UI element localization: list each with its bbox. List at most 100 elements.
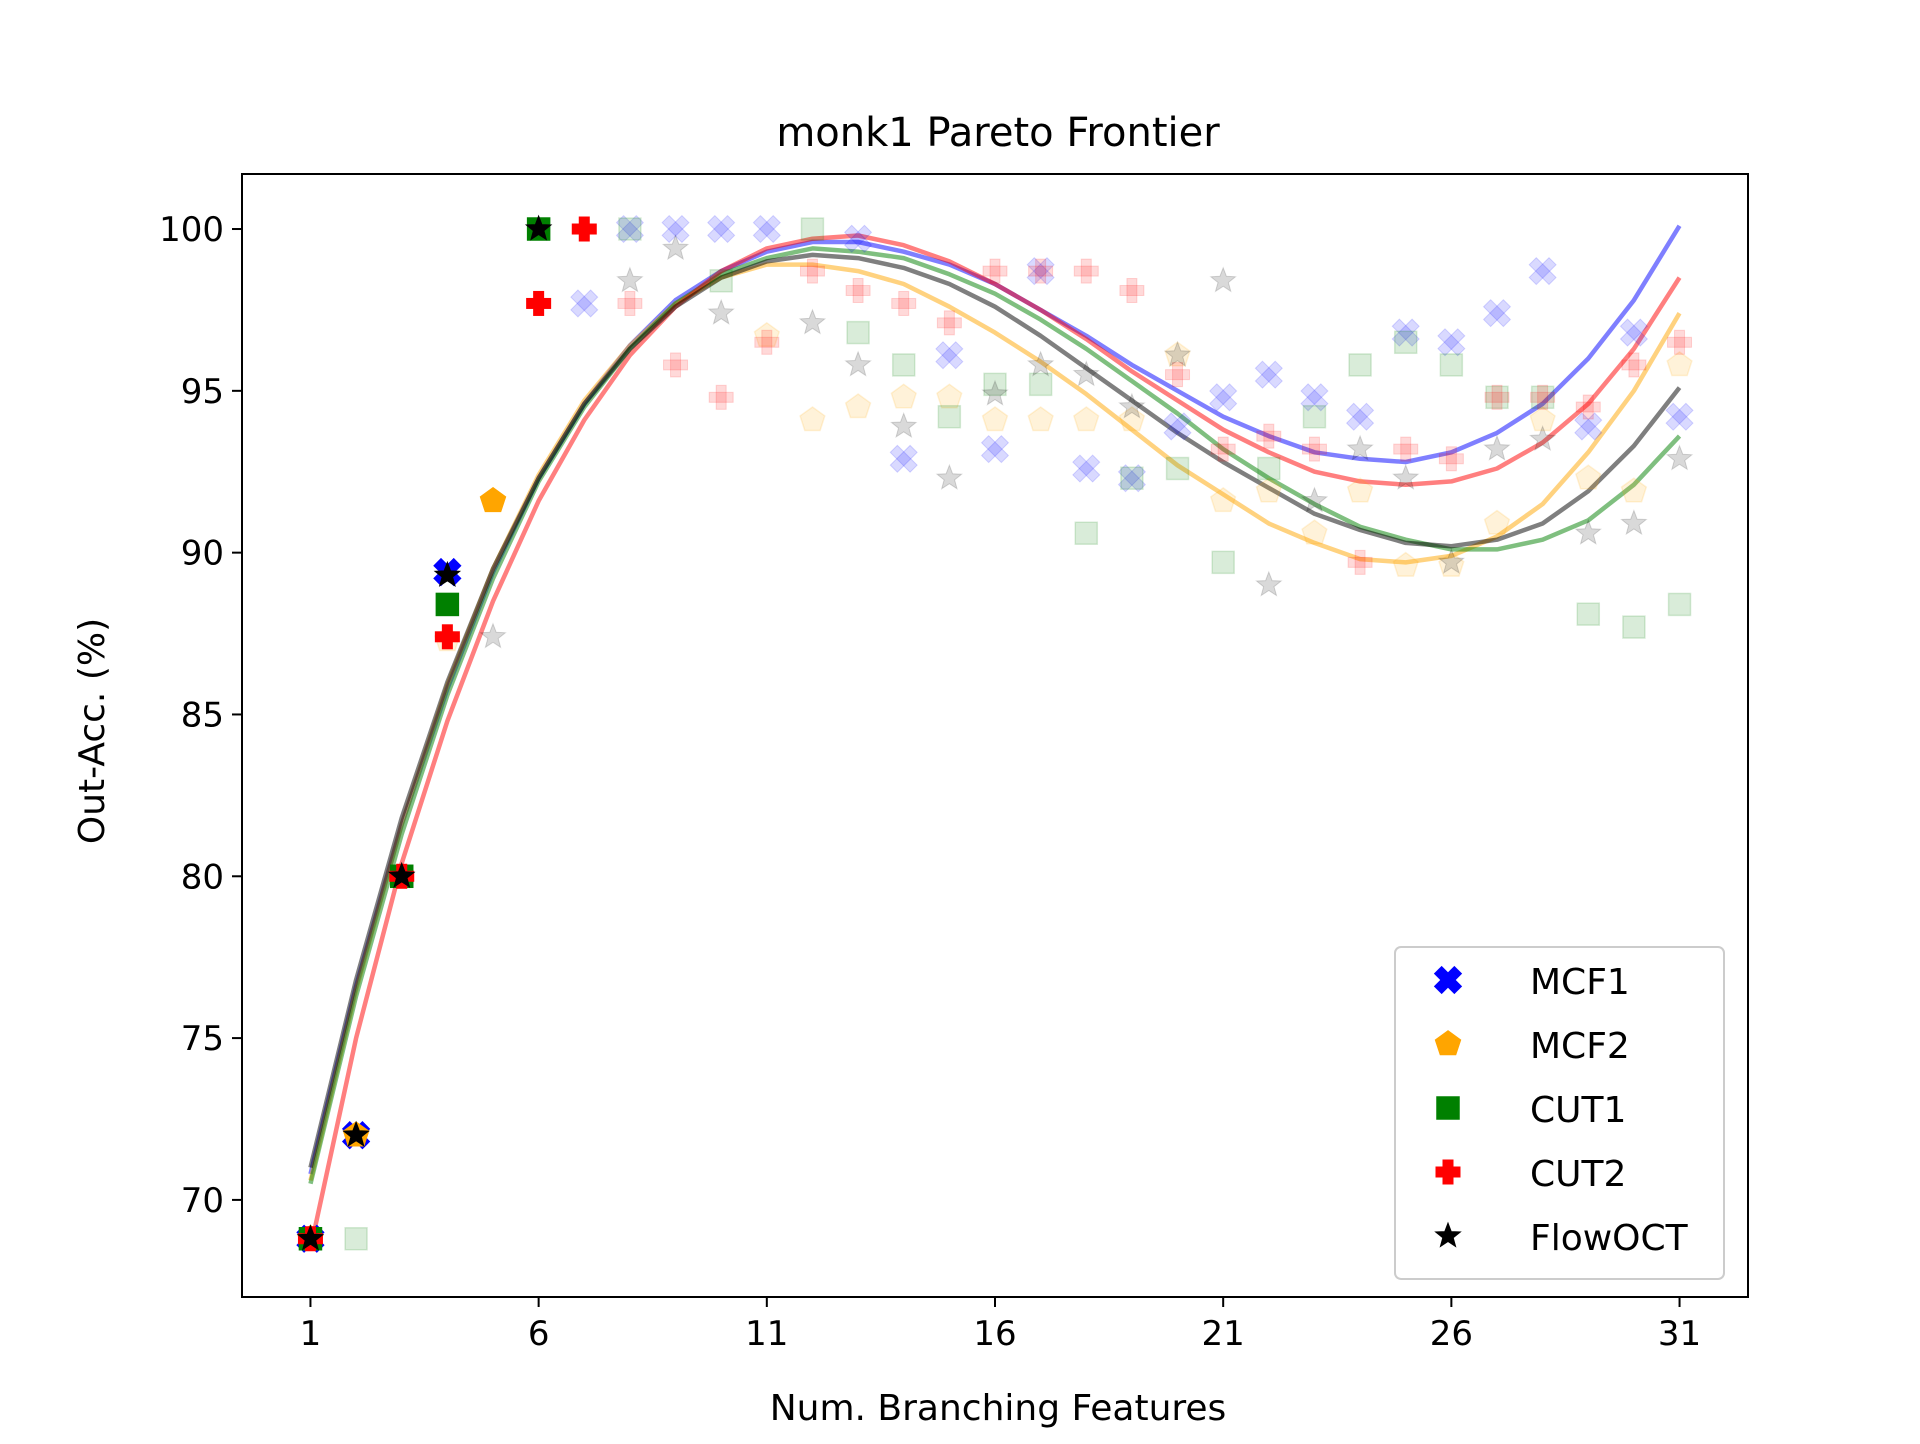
frontier-point-cut2 xyxy=(526,290,552,316)
legend-symbol-cut1 xyxy=(1436,1096,1460,1120)
faded-point-mcf2 xyxy=(1483,509,1511,535)
faded-point-cut2 xyxy=(1301,436,1327,462)
faded-point-cut1 xyxy=(800,217,825,241)
faded-point-flowoct xyxy=(890,411,918,439)
faded-point-flowoct xyxy=(1026,350,1055,377)
faded-point-cut2 xyxy=(799,258,825,284)
faded-point-cut1 xyxy=(1302,404,1327,429)
faded-point-cut2 xyxy=(1165,362,1191,388)
faded-point-mcf2 xyxy=(1164,341,1191,367)
faded-point-cut1 xyxy=(1439,353,1464,377)
legend-symbol-cut2 xyxy=(1435,1159,1461,1185)
faded-point-flowoct xyxy=(479,622,507,649)
faded-point-cut2 xyxy=(708,384,734,410)
faded-point-cut2 xyxy=(1575,394,1601,420)
legend-symbol-mcf1 xyxy=(1433,965,1463,995)
faded-point-cut1 xyxy=(983,372,1007,397)
faded-point-flowoct xyxy=(1255,570,1283,597)
faded-point-flowoct xyxy=(1163,340,1192,367)
y-tick-label: 80 xyxy=(181,857,224,897)
y-axis-label: Out-Acc. (%) xyxy=(72,618,113,844)
faded-point-flowoct xyxy=(935,463,964,490)
legend-marker-mcf2 xyxy=(1434,1030,1462,1056)
faded-point-cut1 xyxy=(344,1226,368,1251)
faded-point-mcf1 xyxy=(935,341,964,370)
legend-marker-mcf1 xyxy=(1433,965,1463,995)
x-tick-label: 16 xyxy=(973,1314,1016,1354)
faded-point-mcf2 xyxy=(1346,477,1374,503)
x-tick-label: 31 xyxy=(1658,1314,1701,1354)
faded-point-mcf1 xyxy=(980,434,1010,464)
legend-symbol-flowoct xyxy=(1434,1221,1462,1248)
faded-point-mcf2 xyxy=(1118,406,1146,432)
legend-item-cut2: CUT2 xyxy=(1435,1154,1626,1195)
faded-point-cut1 xyxy=(846,320,870,345)
fit-line-cut2 xyxy=(308,233,1682,1249)
legend-marker-flowoct xyxy=(1434,1221,1462,1248)
faded-point-cut1 xyxy=(1576,602,1601,626)
faded-point-cut2 xyxy=(617,290,643,316)
faded-point-mcf1 xyxy=(1163,412,1192,441)
faded-point-flowoct xyxy=(1665,444,1694,471)
frontier-point-flowoct xyxy=(342,1120,370,1147)
faded-point-mcf1 xyxy=(752,214,781,244)
x-tick-label: 21 xyxy=(1202,1314,1245,1354)
faded-point-mcf1 xyxy=(1026,256,1055,286)
faded-point-cut2 xyxy=(1667,329,1693,355)
faded-point-mcf1 xyxy=(1574,412,1603,441)
frontier-point-flowoct xyxy=(433,560,462,587)
faded-point-flowoct xyxy=(844,350,872,377)
y-tick-label: 75 xyxy=(181,1019,224,1059)
faded-point-mcf2 xyxy=(1575,464,1602,490)
faded-point-mcf1 xyxy=(707,214,736,244)
legend-symbol-mcf2 xyxy=(1434,1030,1462,1056)
faded-point-mcf1 xyxy=(1072,454,1101,483)
faded-point-mcf2 xyxy=(1073,406,1100,432)
faded-point-mcf1 xyxy=(570,289,599,318)
fit-line-flowoct xyxy=(308,252,1682,1169)
faded-point-cut2 xyxy=(1210,436,1236,462)
frontier-point-flowoct xyxy=(296,1224,325,1251)
faded-points-layer xyxy=(344,214,1694,1251)
faded-point-mcf1 xyxy=(1117,464,1147,493)
faded-point-flowoct xyxy=(1072,360,1100,387)
faded-point-cut1 xyxy=(1120,466,1144,490)
faded-point-cut1 xyxy=(1257,456,1281,481)
faded-point-mcf1 xyxy=(1482,299,1512,328)
faded-point-mcf2 xyxy=(981,406,1009,432)
frontier-point-mcf2 xyxy=(479,486,507,513)
faded-point-cut1 xyxy=(891,353,916,377)
faded-point-flowoct xyxy=(1392,463,1420,490)
faded-point-cut1 xyxy=(1667,592,1692,617)
y-tick-label: 70 xyxy=(181,1181,224,1221)
faded-point-flowoct xyxy=(616,266,644,293)
faded-point-cut2 xyxy=(845,278,871,304)
faded-point-mcf2 xyxy=(1666,350,1693,377)
legend-item-mcf1: MCF1 xyxy=(1433,962,1630,1003)
faded-point-flowoct xyxy=(707,298,735,325)
faded-point-flowoct xyxy=(1574,518,1602,545)
legend-marker-cut1 xyxy=(1436,1096,1460,1120)
x-tick-label: 1 xyxy=(300,1314,322,1354)
faded-point-cut2 xyxy=(1530,384,1556,410)
legend-label-mcf2: MCF2 xyxy=(1530,1026,1630,1067)
faded-point-flowoct xyxy=(1209,266,1237,293)
faded-point-mcf1 xyxy=(1254,360,1283,389)
x-tick-label: 6 xyxy=(528,1314,550,1354)
legend-label-cut1: CUT1 xyxy=(1530,1090,1626,1131)
faded-point-cut1 xyxy=(1165,456,1190,481)
faded-point-cut2 xyxy=(1073,258,1099,284)
faded-point-flowoct xyxy=(1300,486,1329,513)
faded-point-mcf1 xyxy=(889,444,918,473)
y-tick-label: 90 xyxy=(181,534,224,574)
faded-point-mcf2 xyxy=(1255,477,1283,503)
fit-lines-layer xyxy=(308,224,1682,1249)
frontier-point-cut2 xyxy=(434,624,460,650)
faded-point-cut2 xyxy=(1347,549,1373,575)
faded-point-flowoct xyxy=(661,233,690,261)
faded-point-flowoct xyxy=(1620,509,1648,536)
x-tick-label: 11 xyxy=(745,1314,788,1354)
